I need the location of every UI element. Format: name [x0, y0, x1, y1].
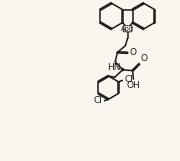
Text: Cl: Cl [93, 96, 102, 105]
Text: O: O [130, 48, 137, 57]
Text: Cl: Cl [125, 75, 134, 84]
Text: O: O [140, 54, 147, 63]
Text: HN: HN [108, 63, 121, 72]
Text: Apd: Apd [121, 26, 134, 32]
FancyBboxPatch shape [123, 26, 132, 32]
Text: OH: OH [127, 81, 140, 90]
